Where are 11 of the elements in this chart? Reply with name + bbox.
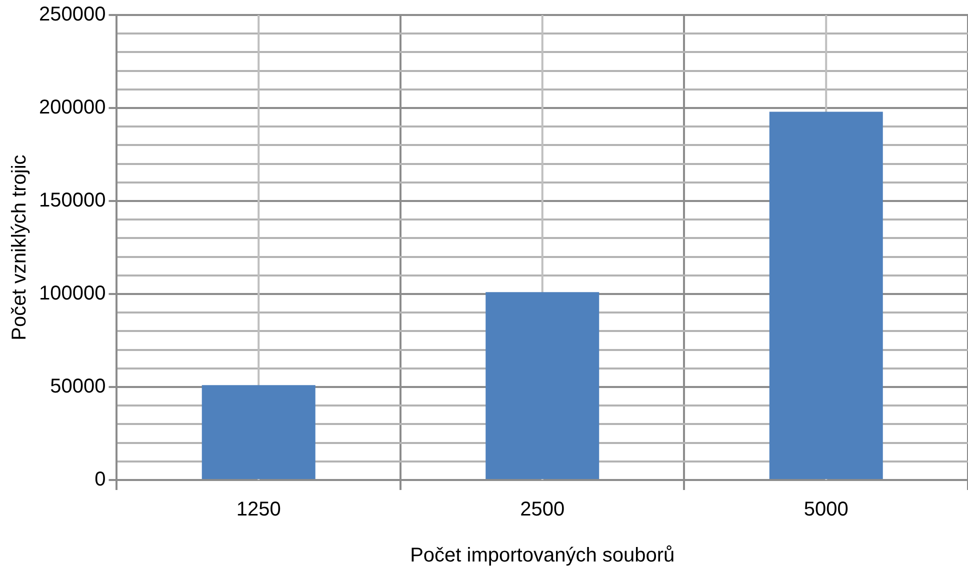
y-tick-label: 100000 [38, 282, 106, 305]
x-tick-label: 2500 [520, 498, 565, 521]
y-tick-label: 200000 [38, 96, 106, 119]
y-tick-label: 0 [94, 468, 106, 491]
y-tick-label: 50000 [50, 376, 106, 398]
x-tick-label: 1250 [236, 498, 281, 521]
y-tick-label: 150000 [38, 190, 106, 212]
x-tick-label: 5000 [804, 498, 848, 521]
y-tick-label: 250000 [38, 4, 106, 26]
x-axis-title: Počet importovaných souborů [410, 544, 675, 567]
y-axis-title: Počet vzniklých trojic [8, 154, 31, 340]
